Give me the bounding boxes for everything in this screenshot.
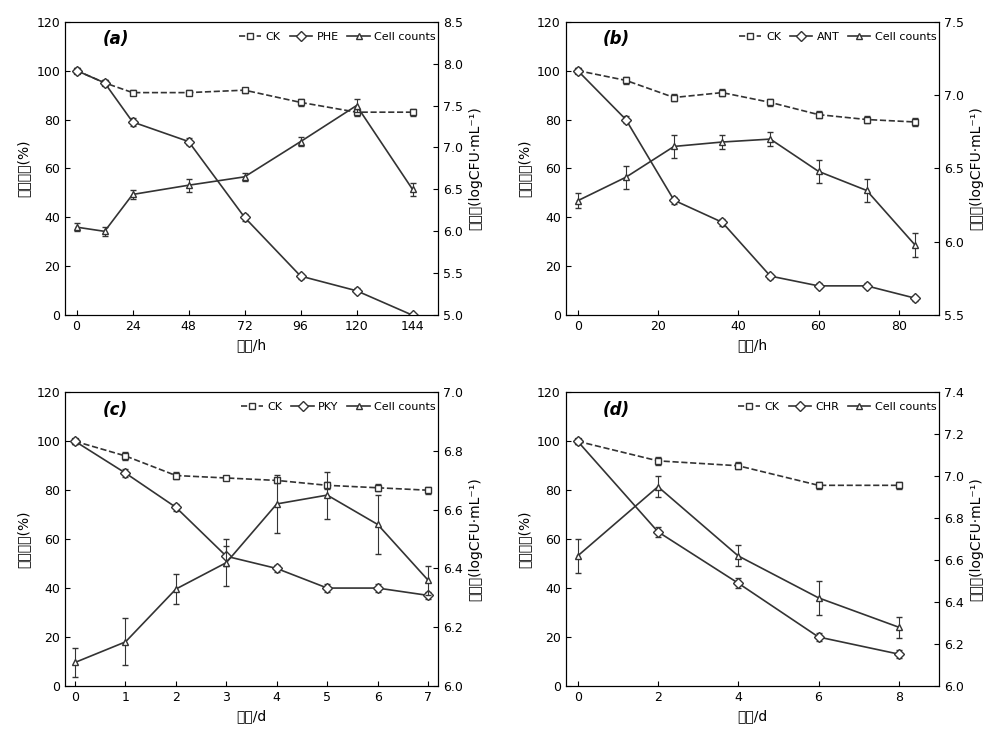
Text: (c): (c) xyxy=(102,401,127,419)
X-axis label: 时间/d: 时间/d xyxy=(737,710,767,723)
X-axis label: 时间/h: 时间/h xyxy=(737,339,767,353)
X-axis label: 时间/d: 时间/d xyxy=(236,710,267,723)
Y-axis label: 非残留量(%): 非残留量(%) xyxy=(17,140,31,197)
Text: (a): (a) xyxy=(102,30,129,49)
Legend: CK, CHR, Cell counts: CK, CHR, Cell counts xyxy=(734,398,941,417)
Y-axis label: 菌落数(logCFU·mL⁻¹): 菌落数(logCFU·mL⁻¹) xyxy=(969,107,983,230)
Y-axis label: 芬残留量(%): 芬残留量(%) xyxy=(17,511,31,568)
Legend: CK, PHE, Cell counts: CK, PHE, Cell counts xyxy=(235,27,440,46)
Y-axis label: 菌落数(logCFU·mL⁻¹): 菌落数(logCFU·mL⁻¹) xyxy=(469,107,483,230)
Legend: CK, PKY, Cell counts: CK, PKY, Cell counts xyxy=(236,398,440,417)
X-axis label: 时间/h: 时间/h xyxy=(237,339,267,353)
Y-axis label: 蒙残留量(%): 蒙残留量(%) xyxy=(517,140,531,197)
Y-axis label: 萝残留量(%): 萝残留量(%) xyxy=(517,511,531,568)
Y-axis label: 菌落数(logCFU·mL⁻¹): 菌落数(logCFU·mL⁻¹) xyxy=(969,477,983,601)
Text: (d): (d) xyxy=(603,401,630,419)
Y-axis label: 菌落数(logCFU·mL⁻¹): 菌落数(logCFU·mL⁻¹) xyxy=(469,477,483,601)
Text: (b): (b) xyxy=(603,30,630,49)
Legend: CK, ANT, Cell counts: CK, ANT, Cell counts xyxy=(735,27,941,46)
